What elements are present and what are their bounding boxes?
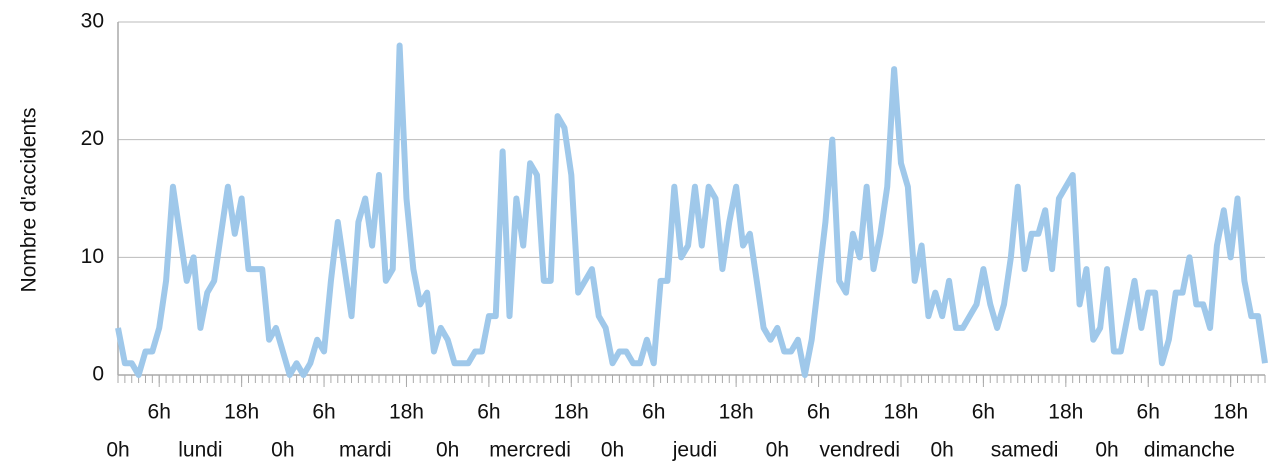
x-tick-label: 18h xyxy=(224,401,259,424)
x-day-label: 0h xyxy=(931,439,954,462)
y-tick-label: 0 xyxy=(92,363,104,386)
line xyxy=(115,42,1268,378)
x-day-label: 0h xyxy=(766,439,789,462)
x-day-label: 0h xyxy=(1095,439,1118,462)
x-tick-label: 18h xyxy=(389,401,424,424)
x-day-label: dimanche xyxy=(1144,439,1235,462)
x-tick-label: 18h xyxy=(719,401,754,424)
x-tick-label: 6h xyxy=(312,401,335,424)
x-day-label: vendredi xyxy=(819,439,900,462)
x-tick-label: 6h xyxy=(972,401,995,424)
x-tick-label: 6h xyxy=(1137,401,1160,424)
y-tick-label: 20 xyxy=(81,127,104,150)
y-tick-label: 30 xyxy=(81,10,104,33)
x-day-label: samedi xyxy=(991,439,1059,462)
x-day-label: jeudi xyxy=(672,439,717,462)
x-tick-label: 6h xyxy=(807,401,830,424)
y-tick-label: 10 xyxy=(81,245,104,268)
x-tick-label: 6h xyxy=(477,401,500,424)
x-day-label: mardi xyxy=(339,439,392,462)
x-day-label: lundi xyxy=(178,439,222,462)
x-tick-label: 18h xyxy=(554,401,589,424)
x-tick-label: 18h xyxy=(883,401,918,424)
x-tick-label: 6h xyxy=(148,401,171,424)
x-tick-label: 18h xyxy=(1213,401,1248,424)
x-tick-label: 6h xyxy=(642,401,665,424)
x-day-label: 0h xyxy=(106,439,129,462)
x-day-label: mercredi xyxy=(489,439,571,462)
x-day-label: 0h xyxy=(601,439,624,462)
x-day-label: 0h xyxy=(271,439,294,462)
x-day-label: 0h xyxy=(436,439,459,462)
x-tick-label: 18h xyxy=(1048,401,1083,424)
y-axis-label: Nombre d'accidents xyxy=(18,108,41,293)
